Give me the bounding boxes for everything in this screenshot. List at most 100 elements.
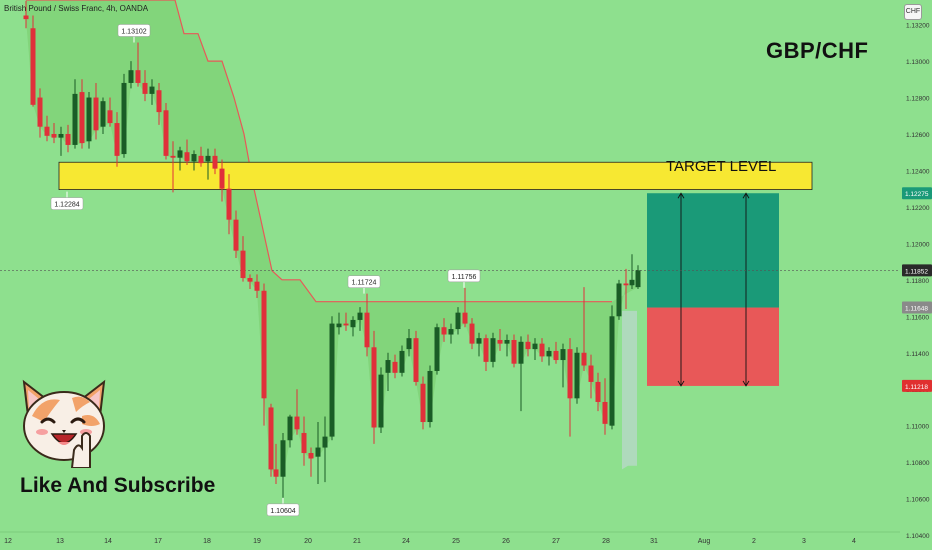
candle <box>142 70 148 102</box>
candle-body <box>114 123 120 156</box>
candle-body <box>602 401 608 424</box>
candle <box>301 416 307 466</box>
candle <box>315 422 321 485</box>
candle-body <box>177 150 183 158</box>
candle-body <box>406 338 412 350</box>
candle <box>406 329 412 357</box>
y-tick-label: 1.11400 <box>906 351 929 358</box>
candle <box>343 312 349 331</box>
candle-body <box>191 154 197 162</box>
candle-body <box>322 436 328 448</box>
candle <box>518 336 524 412</box>
candle-body <box>609 316 615 426</box>
trail-line <box>26 0 612 303</box>
candle <box>254 274 260 299</box>
x-tick-label: 3 <box>802 538 806 545</box>
candle <box>441 318 447 342</box>
candle <box>623 268 629 309</box>
price-tag <box>902 379 932 392</box>
x-tick-label: 28 <box>602 538 610 545</box>
candle-body <box>434 327 440 371</box>
candle <box>128 61 134 89</box>
price-tag-label: 1.11852 <box>905 268 928 275</box>
y-tick-label: 1.13200 <box>906 23 930 30</box>
candle-body <box>287 416 293 441</box>
candle <box>322 416 328 483</box>
projection-box <box>622 310 637 470</box>
candle-body <box>441 327 447 335</box>
candle <box>504 334 510 357</box>
candle <box>212 148 218 175</box>
candle <box>399 345 405 377</box>
candle-body <box>212 155 218 169</box>
candle-body <box>553 350 559 361</box>
y-tick-label: 1.13000 <box>906 59 930 66</box>
y-tick-label: 1.12600 <box>906 132 930 139</box>
candle-body <box>184 152 190 162</box>
candle <box>121 73 127 158</box>
candle-body <box>343 323 349 326</box>
annotation-box <box>347 275 381 288</box>
candle-body <box>86 97 92 142</box>
candle <box>581 287 587 371</box>
annotation-label: 1.10604 <box>270 508 295 515</box>
candle <box>177 146 183 171</box>
candle <box>44 115 50 142</box>
candle <box>198 146 204 167</box>
candle <box>135 42 141 87</box>
candle-body <box>357 312 363 320</box>
x-tick-label: 19 <box>253 538 261 545</box>
candle <box>364 293 370 357</box>
candle <box>261 283 267 426</box>
candle <box>329 316 335 441</box>
candle <box>273 443 279 485</box>
target-level-label: TARGET LEVEL <box>666 158 777 175</box>
candle-body <box>616 283 622 317</box>
candle-body <box>44 126 50 136</box>
subscribe-caption: Like And Subscribe <box>20 474 216 497</box>
candle <box>469 318 475 350</box>
candle-body <box>371 347 377 428</box>
candle-body <box>525 341 531 350</box>
x-tick-label: 25 <box>452 538 460 545</box>
candle-body <box>539 343 545 357</box>
candle-body <box>635 270 641 288</box>
cat-mascot-icon <box>22 379 106 468</box>
candle-body <box>462 312 468 324</box>
candle-body <box>567 349 573 399</box>
candle-body <box>107 110 113 124</box>
price-tag-label: 1.11648 <box>905 306 928 313</box>
candle <box>616 279 622 320</box>
candle <box>247 274 253 289</box>
candle-body <box>490 338 496 362</box>
candle-body <box>142 82 148 94</box>
x-tick-label: 21 <box>353 538 361 545</box>
annotation-label: 1.12284 <box>54 202 79 209</box>
candle <box>107 97 113 127</box>
candle <box>595 372 601 412</box>
candle-body <box>497 339 503 344</box>
candle <box>371 330 377 444</box>
candle-body <box>420 383 426 423</box>
candle <box>350 316 356 337</box>
price-tag <box>902 187 932 200</box>
candle-body <box>546 350 552 357</box>
price-tag <box>902 301 932 314</box>
candle <box>226 174 232 235</box>
candle <box>483 334 489 371</box>
candle <box>567 338 573 437</box>
candle-body <box>350 319 356 328</box>
candle-body <box>427 370 433 423</box>
candle <box>635 265 641 289</box>
candle-body <box>476 338 482 344</box>
currency-button[interactable]: CHF <box>904 4 922 20</box>
symbol-description: British Pound / Swiss Franc, 4h, OANDA <box>4 4 149 13</box>
candle <box>378 367 384 433</box>
candle-body <box>504 339 510 344</box>
candle <box>51 123 57 144</box>
candle <box>462 287 468 328</box>
candle <box>79 79 85 149</box>
annotation-box <box>117 24 151 37</box>
x-tick-label: 24 <box>402 538 410 545</box>
